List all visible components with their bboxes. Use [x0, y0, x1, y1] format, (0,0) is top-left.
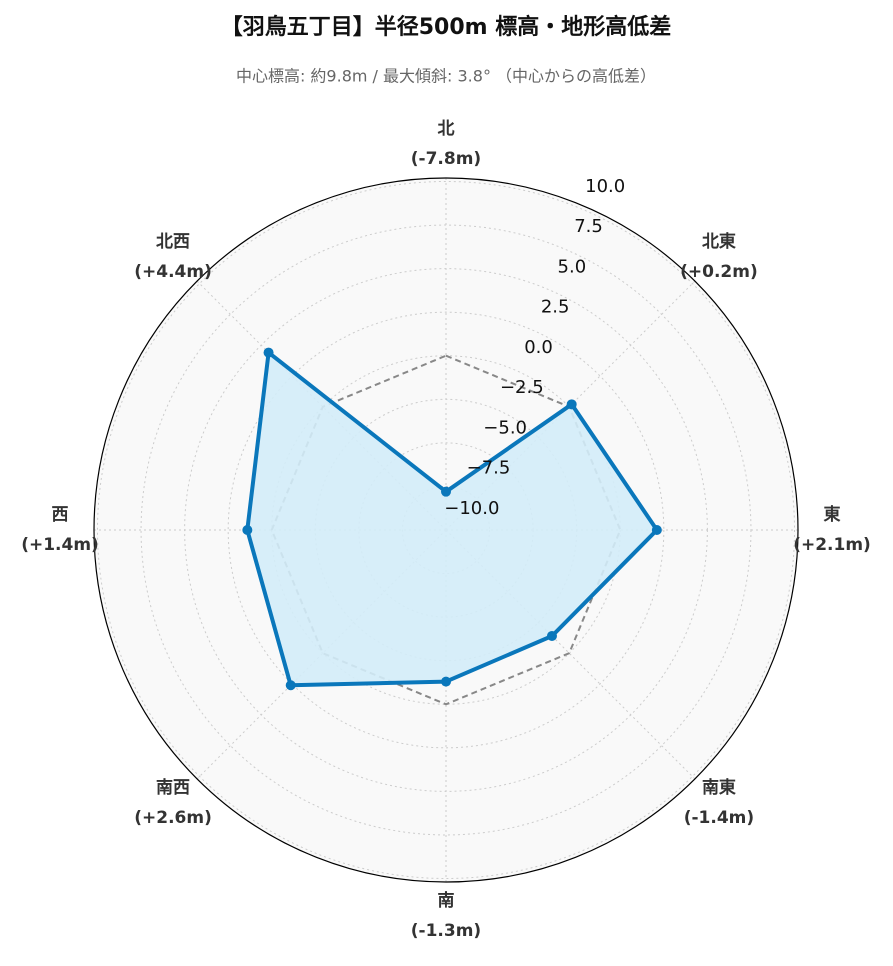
r-tick-label: −2.5 — [500, 377, 544, 398]
reference-line — [270, 354, 622, 706]
category-label: 北西 — [156, 232, 190, 252]
category-label: 北 — [438, 119, 455, 139]
category-label: 北東 — [702, 231, 736, 252]
data-point — [285, 680, 296, 691]
data-point — [566, 399, 577, 410]
data-point — [651, 525, 662, 535]
grid-spoke — [445, 529, 696, 780]
data-point — [441, 676, 451, 687]
value-label: (+2.1m) — [793, 535, 871, 555]
chart-subtitle: 中心標高: 約9.8m / 最大傾斜: 3.8° （中心からの高低差） — [236, 67, 656, 86]
data-point — [242, 525, 253, 535]
category-label: 南西 — [156, 777, 190, 798]
grid-circle — [227, 311, 665, 749]
value-label: (-7.8m) — [411, 149, 481, 169]
data-point — [546, 630, 557, 641]
r-tick-label: 7.5 — [574, 216, 603, 237]
category-label: 西 — [52, 505, 69, 525]
data-point — [263, 347, 274, 358]
category-label: 南 — [438, 890, 455, 911]
category-label: 南東 — [702, 777, 736, 798]
r-tick-label: −10.0 — [444, 498, 499, 519]
value-label: (+0.2m) — [680, 262, 758, 282]
grid-circle — [140, 224, 752, 836]
category-label: 東 — [824, 504, 841, 525]
chart-title: 【羽鳥五丁目】半径500m 標高・地形高低差 — [221, 14, 672, 40]
value-label: (+4.4m) — [134, 262, 212, 282]
r-tick-label: 2.5 — [541, 297, 570, 318]
r-tick-label: 5.0 — [558, 256, 587, 277]
r-tick-label: −5.0 — [483, 417, 527, 438]
r-tick-label: 0.0 — [524, 337, 553, 358]
value-label: (+2.6m) — [134, 808, 212, 828]
outer-frame — [93, 177, 799, 883]
grid-circle — [96, 180, 796, 880]
data-point — [441, 486, 451, 497]
value-label: (-1.4m) — [684, 808, 754, 828]
r-tick-label: 10.0 — [585, 176, 625, 197]
value-label: (-1.3m) — [411, 921, 481, 941]
r-tick-label: −7.5 — [467, 458, 511, 479]
value-label: (+1.4m) — [21, 535, 99, 555]
